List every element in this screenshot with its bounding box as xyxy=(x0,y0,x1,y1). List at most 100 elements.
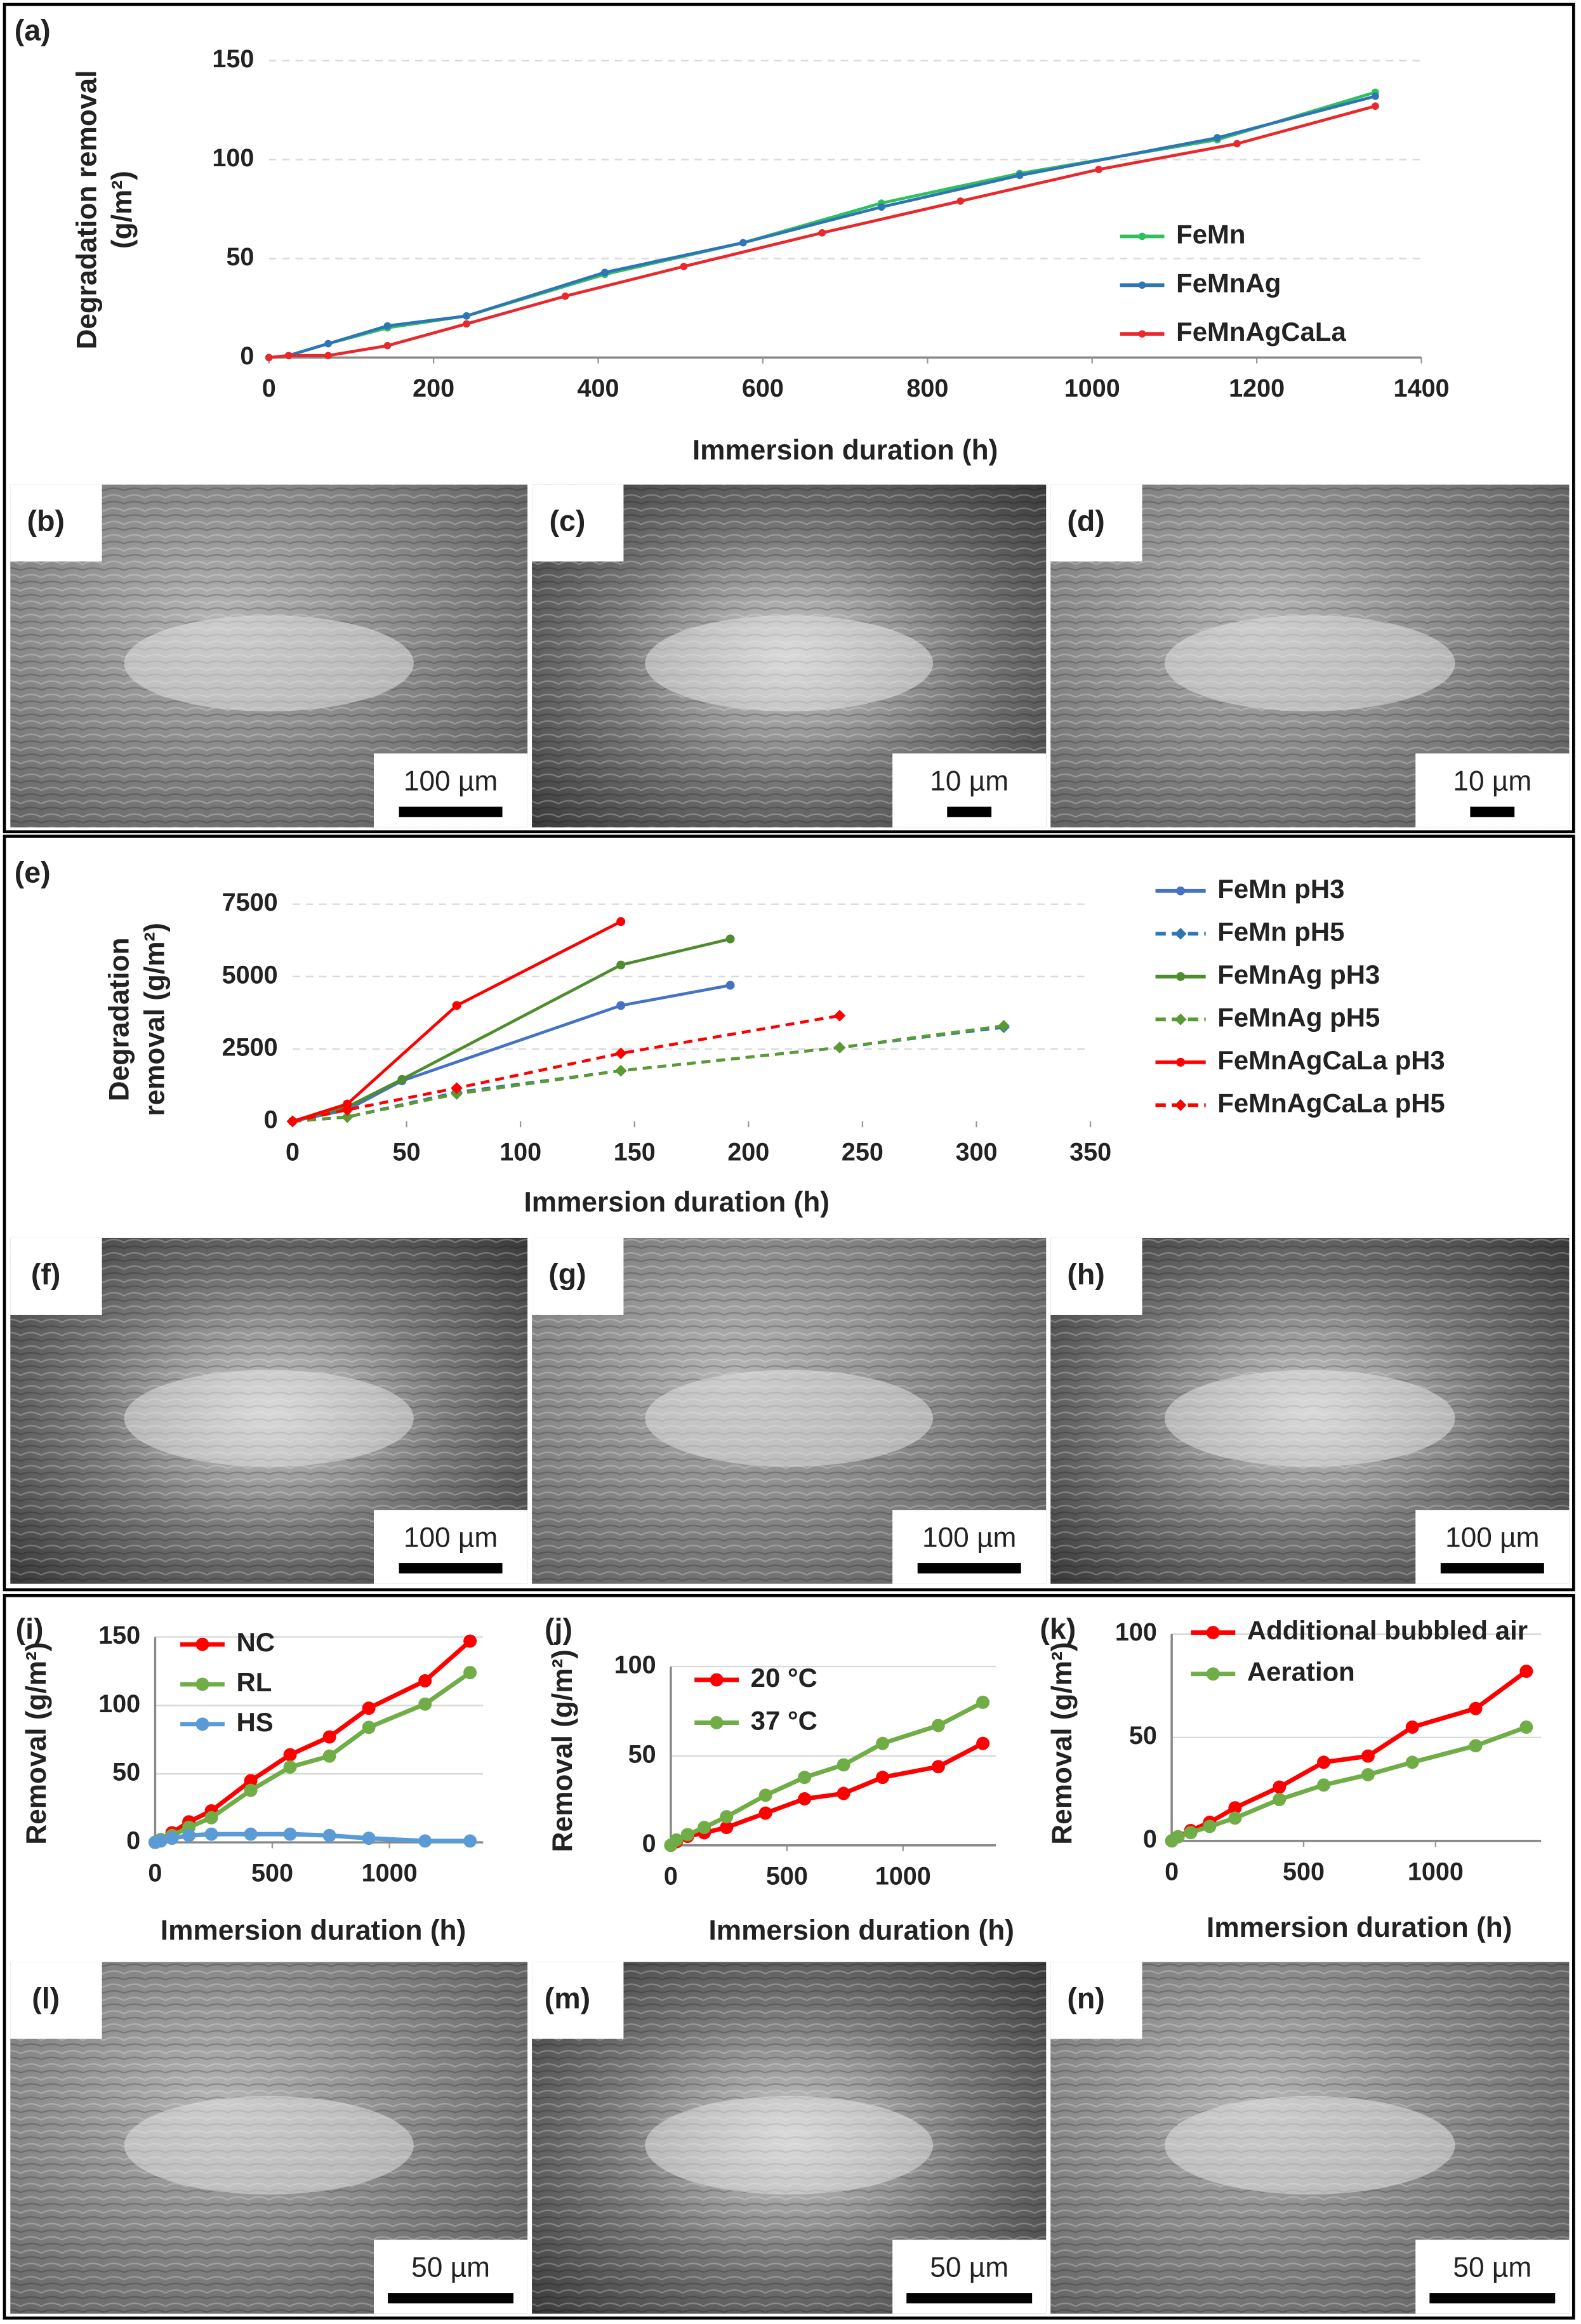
data-point xyxy=(1233,140,1241,148)
micrograph-feature xyxy=(645,615,934,711)
data-point xyxy=(1469,1739,1483,1753)
series-line xyxy=(292,1014,840,1123)
x-tick-label: 0 xyxy=(664,1862,678,1890)
y-tick-label: 100 xyxy=(1115,1618,1157,1646)
legend-label: Additional bubbled air xyxy=(1247,1616,1528,1646)
data-point xyxy=(283,1760,297,1774)
data-point xyxy=(1184,1826,1198,1840)
label-box xyxy=(10,484,102,562)
x-tick-label: 500 xyxy=(1283,1858,1325,1885)
data-point xyxy=(601,268,609,277)
data-point xyxy=(286,1115,299,1128)
y-tick-label: 0 xyxy=(264,1106,278,1133)
x-tick-label: 200 xyxy=(413,374,454,402)
x-tick-label: 400 xyxy=(578,374,619,402)
data-point xyxy=(670,1833,684,1847)
scale-label: 100 µm xyxy=(404,766,498,797)
legend-marker xyxy=(1176,972,1186,981)
data-point xyxy=(818,229,826,237)
data-point xyxy=(463,1834,477,1848)
data-point xyxy=(561,292,569,300)
data-point xyxy=(1361,1749,1375,1763)
data-point xyxy=(322,1730,336,1744)
label-box xyxy=(10,1962,102,2039)
data-point xyxy=(283,1827,297,1841)
panel-label: (i) xyxy=(16,1612,44,1645)
legend-label: HS xyxy=(236,1707,273,1737)
data-point xyxy=(798,1792,812,1806)
data-point xyxy=(931,1760,945,1774)
scale-label: 100 µm xyxy=(1445,1522,1539,1554)
scale-bar xyxy=(917,1563,1021,1574)
data-point xyxy=(463,320,470,328)
data-point xyxy=(720,1821,734,1835)
data-point xyxy=(1519,1720,1533,1734)
scale-label: 50 µm xyxy=(1453,2252,1531,2283)
data-point xyxy=(154,1834,168,1848)
y-axis-title: Degradation xyxy=(104,937,135,1101)
series-line xyxy=(670,1741,984,1847)
y-tick-label: 5000 xyxy=(222,961,278,989)
legend-marker xyxy=(1206,1667,1220,1681)
legend-label: FeMnAg xyxy=(1176,268,1281,298)
legend-label: NC xyxy=(236,1627,275,1657)
data-point xyxy=(1372,102,1379,110)
data-point xyxy=(725,934,735,944)
legend-marker xyxy=(1174,1013,1187,1026)
data-point xyxy=(362,1832,376,1845)
x-tick-label: 250 xyxy=(842,1139,883,1166)
data-point xyxy=(616,917,626,927)
x-axis-title: Immersion duration (h) xyxy=(692,435,998,466)
micrograph-feature xyxy=(1165,615,1455,711)
scale-bar xyxy=(1429,2293,1556,2304)
data-point xyxy=(204,1827,218,1841)
data-point xyxy=(418,1697,432,1711)
y-axis-title: (g/m²) xyxy=(107,171,138,249)
data-point xyxy=(244,1783,258,1797)
x-tick-label: 1000 xyxy=(1064,374,1120,402)
panel-label: (e) xyxy=(15,855,51,888)
scale-bar xyxy=(399,1563,503,1574)
micrograph-feature xyxy=(1165,1370,1455,1467)
data-point xyxy=(758,1806,772,1820)
y-tick-label: 150 xyxy=(212,45,254,73)
data-point xyxy=(452,1001,461,1010)
y-tick-label: 100 xyxy=(98,1690,140,1718)
y-tick-label: 50 xyxy=(628,1740,656,1768)
image-label: (h) xyxy=(1067,1258,1104,1291)
micrograph-feature xyxy=(645,1370,934,1467)
x-tick-label: 0 xyxy=(1165,1858,1179,1885)
data-point xyxy=(1273,1793,1287,1807)
data-point xyxy=(698,1821,711,1835)
series-line xyxy=(268,104,1376,359)
legend-marker xyxy=(195,1677,209,1691)
scale-label: 100 µm xyxy=(404,1522,498,1554)
x-tick-label: 1000 xyxy=(1408,1858,1464,1885)
data-point xyxy=(1372,92,1379,100)
scale-label: 10 µm xyxy=(1453,766,1531,797)
legend-label: FeMn xyxy=(1176,220,1245,249)
scale-bar xyxy=(388,2293,513,2304)
micrograph-feature xyxy=(124,2096,414,2195)
data-point xyxy=(244,1827,258,1841)
y-tick-label: 0 xyxy=(1143,1825,1157,1853)
legend-marker xyxy=(710,1716,724,1729)
legend-label: FeMn pH3 xyxy=(1217,874,1344,904)
data-point xyxy=(463,312,470,320)
y-tick-label: 50 xyxy=(112,1759,140,1786)
label-box xyxy=(1050,1962,1142,2039)
data-point xyxy=(1203,1819,1217,1833)
y-tick-label: 2500 xyxy=(222,1033,278,1061)
data-point xyxy=(244,1774,258,1788)
legend-marker xyxy=(195,1717,209,1731)
data-point xyxy=(1214,134,1221,142)
data-point xyxy=(362,1720,376,1734)
legend-label: FeMnAgCaLa pH5 xyxy=(1217,1088,1445,1118)
micrograph-feature xyxy=(124,615,414,711)
y-axis-title: Degradation removal xyxy=(71,70,102,350)
x-tick-label: 1400 xyxy=(1394,374,1450,402)
data-point xyxy=(283,1748,297,1762)
legend-label: Aeration xyxy=(1247,1657,1355,1687)
y-tick-label: 50 xyxy=(1129,1722,1157,1750)
data-point xyxy=(1095,166,1102,173)
